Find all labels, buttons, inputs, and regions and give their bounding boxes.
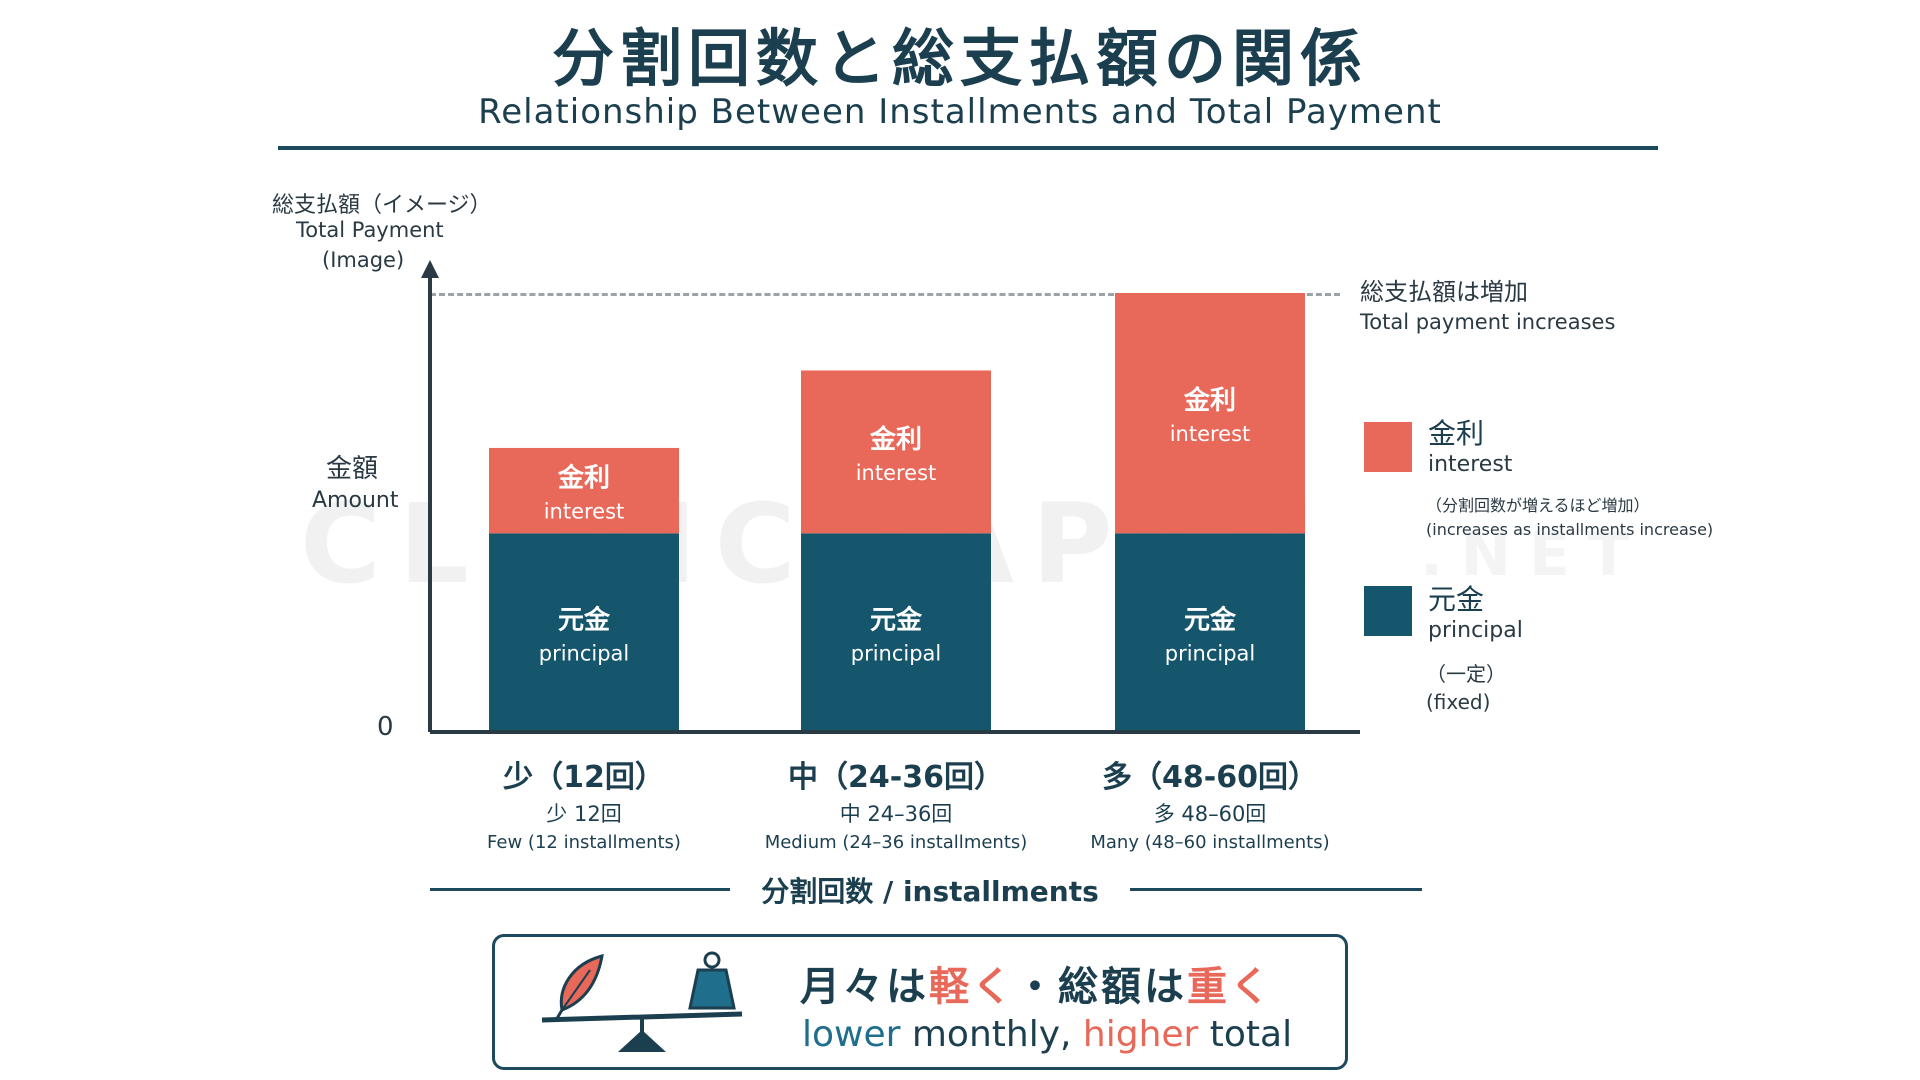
bar-label-en-0-0: principal	[539, 642, 630, 666]
category-en-2: Many (48–60 installments)	[1090, 832, 1330, 853]
bar-principal-0	[489, 533, 679, 732]
bar-label-jp-0-0: 元金	[558, 605, 611, 636]
takeaway-box	[492, 934, 1348, 1070]
legend-interest-en: interest	[1428, 452, 1513, 477]
y-axis-amount-en: Amount	[312, 488, 399, 513]
bar-principal-2	[1115, 533, 1305, 732]
category-label-2: 多（48-60回）	[1102, 760, 1318, 795]
annotation-en: Total payment increases	[1360, 310, 1616, 334]
bar-label-en-0-1: principal	[851, 642, 942, 666]
category-label-0: 少（12回）	[503, 760, 665, 795]
bar-principal-1	[801, 533, 991, 732]
legend-interest-note-en: (increases as installments increase)	[1426, 520, 1714, 539]
watermark-suffix: .NET	[1420, 520, 1647, 590]
bar-label-jp-1-1: 金利	[869, 424, 922, 455]
title-divider	[278, 146, 1658, 150]
bar-interest-0	[489, 447, 679, 534]
bar-label-en-1-0: interest	[544, 500, 625, 524]
legend-principal-note-jp: （一定）	[1426, 662, 1506, 686]
bar-label-jp-1-2: 金利	[1183, 385, 1236, 416]
bar-label-jp-0-2: 元金	[1184, 605, 1237, 636]
category-sub-2: 多 48–60回	[1153, 802, 1267, 826]
legend-principal-en: principal	[1428, 618, 1523, 643]
category-sub-0: 少 12回	[546, 802, 622, 826]
max-reference-line	[430, 293, 1340, 296]
bar-label-en-0-2: principal	[1165, 642, 1256, 666]
legend-interest-note-jp: （分割回数が増えるほど増加）	[1426, 496, 1650, 515]
page-title-jp: 分割回数と総支払額の関係	[551, 22, 1368, 95]
weight-icon	[688, 951, 736, 1010]
y-axis-amount-jp: 金額	[326, 454, 379, 484]
category-sub-1: 中 24–36回	[839, 802, 953, 826]
x-axis-title: 分割回数 / installments	[761, 875, 1099, 908]
bar-interest-2	[1115, 293, 1305, 534]
category-label-1: 中（24-36回）	[788, 760, 1004, 795]
feather-icon	[554, 953, 604, 1021]
legend-swatch-principal	[1364, 586, 1412, 636]
category-en-0: Few (12 installments)	[487, 832, 681, 853]
y-axis-arrow-icon	[421, 260, 439, 278]
legend-principal-note-en: (fixed)	[1426, 690, 1491, 714]
takeaway-en: lower monthly, higher total	[802, 1014, 1293, 1055]
bar-label-jp-0-1: 元金	[870, 605, 923, 636]
x-axis-title-rule-left	[430, 888, 730, 891]
bar-label-jp-1-0: 金利	[557, 463, 610, 494]
y-axis-title-en-sub: (Image)	[322, 248, 405, 272]
y-axis-zero-label: 0	[377, 712, 394, 742]
annotation-jp: 総支払額は増加	[1360, 278, 1528, 306]
legend-interest-jp: 金利	[1428, 417, 1485, 450]
legend-principal-jp: 元金	[1428, 583, 1485, 616]
balance-scale-icon	[541, 951, 743, 1052]
category-en-1: Medium (24–36 installments)	[764, 832, 1028, 853]
y-axis-title-en: Total Payment	[296, 218, 444, 242]
legend-swatch-interest	[1364, 422, 1412, 472]
bar-label-en-1-2: interest	[1170, 422, 1251, 446]
takeaway-jp: 月々は軽く・総額は重く	[800, 964, 1273, 1010]
bar-label-en-1-1: interest	[856, 461, 937, 485]
y-axis-title-jp: 総支払額（イメージ）	[272, 193, 492, 218]
bar-interest-1	[801, 370, 991, 534]
page-title-en: Relationship Between Installments and To…	[478, 92, 1442, 132]
x-axis-title-rule-right	[1130, 888, 1422, 891]
